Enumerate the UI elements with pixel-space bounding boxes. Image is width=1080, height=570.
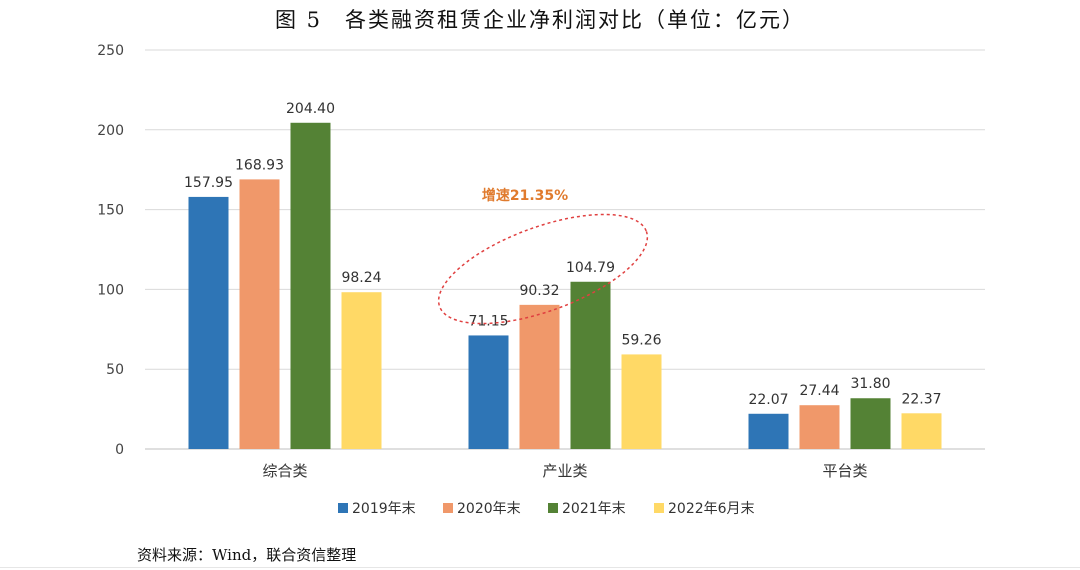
data-label: 157.95 [184,175,233,191]
legend: 2019年末 2020年末 2021年末 2022年6月末 [338,501,755,517]
growth-annotation-text: 增速21.35% [482,187,568,204]
y-tick-label: 0 [115,442,124,458]
legend-swatch [443,503,453,513]
bar [570,281,611,449]
legend-label: 2019年末 [352,501,416,517]
category-label: 综合类 [262,462,307,480]
bar [850,398,891,449]
data-label: 22.37 [901,391,941,407]
data-label: 22.07 [748,392,788,408]
bar [290,122,331,450]
y-tick-label: 200 [97,123,124,139]
bar [468,335,509,449]
bar [188,196,229,449]
bar [799,405,840,449]
data-label: 59.26 [621,332,661,348]
source-note: 资料来源：Wind，联合资信整理 [137,546,357,564]
y-tick-label: 50 [106,362,124,378]
data-label: 90.32 [519,283,559,299]
legend-swatch [548,503,558,513]
category-labels: 综合类 产业类 平台类 [262,462,867,480]
category-label: 平台类 [822,462,867,480]
legend-label: 2022年6月末 [668,501,755,517]
data-label: 168.93 [235,157,284,173]
bar [901,413,942,449]
bar [341,292,382,449]
highlight-ellipse [437,213,649,325]
growth-annotation: 增速21.35% [437,187,649,325]
legend-label: 2021年末 [562,501,626,517]
bar [621,354,662,449]
grid-lines [145,49,985,450]
legend-swatch [654,503,664,513]
legend-swatch [338,503,348,513]
y-tick-label: 100 [97,282,124,298]
y-axis-ticks: 0 50 100 150 200 250 [97,43,124,458]
data-label: 31.80 [850,376,890,392]
data-label: 27.44 [799,383,839,399]
data-label: 98.24 [341,270,381,286]
y-tick-label: 250 [97,43,124,59]
legend-label: 2020年末 [457,501,521,517]
bar [239,179,280,449]
category-label: 产业类 [542,462,587,480]
divider [0,567,1080,568]
chart-title: 图 5 各类融资租赁企业净利润对比（单位：亿元） [274,8,806,32]
data-label: 104.79 [566,260,615,276]
data-label: 71.15 [468,313,508,329]
bar [519,304,560,449]
data-label: 204.40 [286,101,335,117]
y-tick-label: 150 [97,203,124,219]
bars [188,122,942,450]
bar [748,413,789,449]
